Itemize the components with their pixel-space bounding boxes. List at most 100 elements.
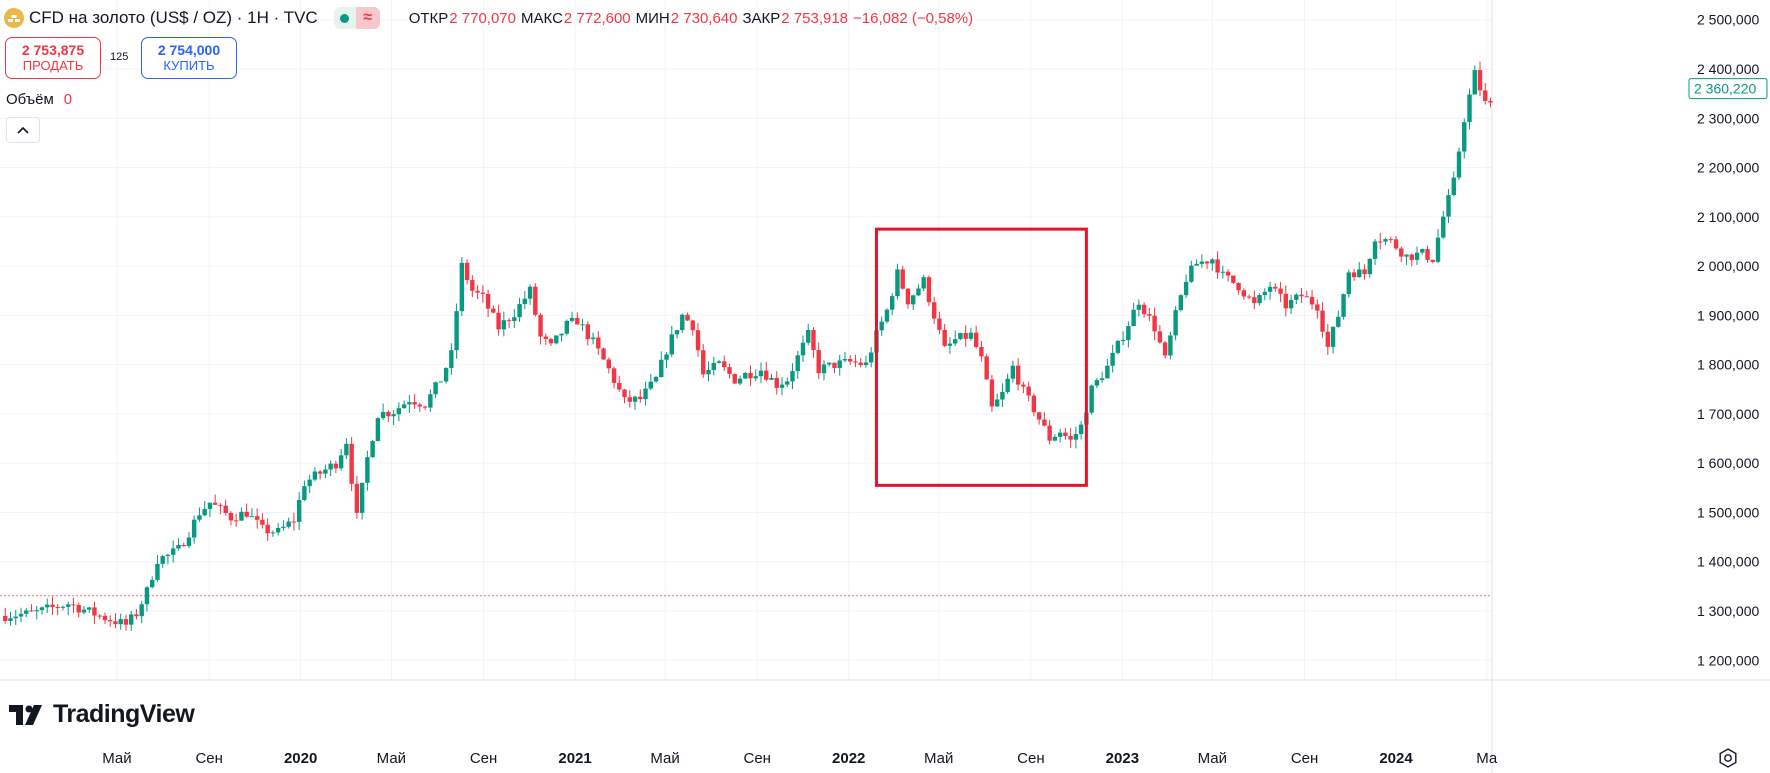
candle-body — [328, 463, 333, 470]
sell-button[interactable]: 2 753,875 ПРОДАТЬ — [5, 37, 101, 79]
candle-body — [963, 332, 968, 339]
candle-body — [1094, 380, 1100, 386]
candle-body — [1042, 419, 1047, 426]
candle-body — [790, 371, 795, 382]
candle-body — [1283, 293, 1289, 309]
candle-body — [433, 382, 438, 395]
volume-legend[interactable]: Объём 0 — [6, 91, 72, 108]
candle-body — [743, 372, 748, 379]
candle-body — [417, 404, 423, 407]
candle-body — [1341, 294, 1346, 317]
candle-body — [890, 296, 895, 310]
candle-body — [380, 411, 386, 419]
x-tick-label: Сен — [1017, 750, 1044, 767]
candle-body — [774, 377, 779, 388]
candle-body — [1110, 352, 1115, 366]
candle-body — [926, 277, 932, 303]
tradingview-logo-icon — [9, 704, 42, 725]
last-price-label: 2 360,220 — [1694, 81, 1756, 97]
candle-body — [1257, 295, 1262, 304]
candle-body — [1462, 122, 1467, 152]
candle-body — [1404, 254, 1409, 257]
candle-body — [1351, 272, 1357, 278]
candle-body — [239, 511, 244, 521]
candle-body — [1451, 177, 1456, 196]
candle-body — [1026, 386, 1031, 396]
candle-body — [501, 320, 507, 330]
collapse-legend-button[interactable] — [6, 117, 40, 143]
candle-body — [643, 388, 648, 400]
candle-body — [223, 505, 228, 513]
candle-body — [108, 620, 113, 622]
x-tick-label: 2024 — [1379, 750, 1413, 767]
candle-body — [1236, 282, 1241, 291]
candle-body — [1115, 340, 1121, 353]
candle-body — [811, 329, 816, 351]
candle-body — [1483, 90, 1488, 101]
candle-body — [1010, 365, 1016, 379]
close-label: ЗАКР — [742, 9, 781, 27]
x-tick-label: Ма — [1476, 750, 1498, 767]
candle-body — [1178, 295, 1184, 311]
candle-body — [1372, 241, 1378, 259]
buy-label: КУПИТЬ — [163, 58, 215, 73]
candle-body — [1131, 309, 1136, 326]
candle-body — [937, 318, 942, 330]
candle-body — [575, 317, 580, 325]
y-tick-label: 2 100,000 — [1697, 209, 1759, 225]
candle-body — [617, 382, 622, 390]
high-label: МАКС — [521, 9, 563, 27]
candle-body — [1241, 290, 1247, 297]
candle-body — [8, 618, 13, 621]
candle-body — [1467, 94, 1472, 123]
candle-body — [475, 290, 480, 293]
candle-body — [837, 360, 842, 368]
candle-body — [76, 605, 81, 613]
market-status-pill[interactable]: ≈ — [333, 7, 380, 29]
logo-text: TradingView — [53, 700, 195, 728]
candle-body — [1267, 286, 1273, 292]
candle-body — [680, 314, 685, 331]
y-tick-label: 2 200,000 — [1697, 160, 1759, 176]
candle-body — [260, 519, 265, 525]
candle-body — [958, 332, 963, 340]
candle-body — [496, 312, 501, 330]
open-value: 2 770,070 — [449, 9, 516, 27]
candle-body — [1136, 304, 1142, 310]
candle-body — [92, 607, 97, 616]
x-tick-label: Май — [102, 750, 131, 767]
candle-body — [317, 471, 323, 474]
symbol-title[interactable]: CFD на золото (US$ / OZ) · 1H · TVC — [29, 8, 318, 27]
candle-body — [764, 370, 769, 380]
chart-settings-gear-icon[interactable] — [1718, 748, 1738, 768]
candle-body — [1414, 252, 1420, 260]
candle-body — [1409, 254, 1414, 260]
candle-body — [727, 367, 732, 375]
tradingview-logo[interactable]: TradingView — [9, 700, 195, 729]
candle-body — [197, 515, 202, 520]
candle-body — [1052, 436, 1058, 441]
candle-body — [895, 269, 900, 297]
chevron-up-icon — [17, 126, 29, 134]
buy-button[interactable]: 2 754,000 КУПИТЬ — [141, 37, 237, 79]
candle-body — [905, 288, 911, 305]
candle-body — [973, 332, 979, 348]
candle-body — [1299, 294, 1304, 297]
candle-body — [1262, 291, 1268, 296]
candle-body — [244, 511, 249, 517]
candle-body — [254, 516, 260, 520]
candle-body — [1204, 261, 1210, 264]
candle-body — [139, 604, 144, 617]
x-tick-label: Май — [924, 750, 953, 767]
change-value: −16,082 (−0,58%) — [853, 9, 974, 27]
x-tick-label: Май — [377, 750, 406, 767]
candle-body — [543, 336, 549, 339]
candle-body — [1252, 297, 1257, 304]
candle-body — [931, 302, 937, 319]
candle-body — [569, 317, 575, 321]
candle-body — [984, 356, 989, 380]
candle-body — [1189, 265, 1194, 282]
x-tick-label: 2020 — [284, 750, 317, 767]
candle-body — [554, 335, 559, 344]
